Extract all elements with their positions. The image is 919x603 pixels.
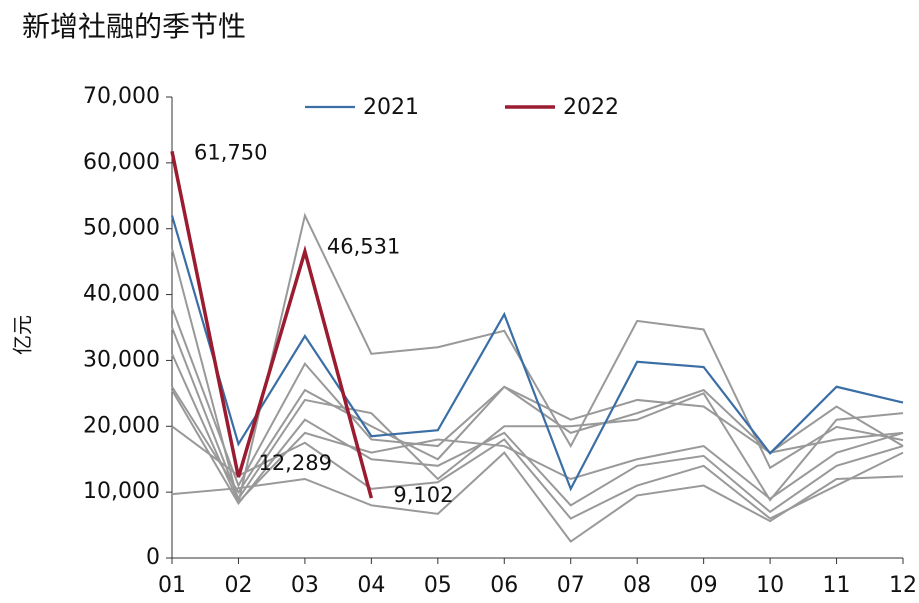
- y-tick-label: 10,000: [83, 479, 160, 504]
- y-axis-label: 亿元: [11, 315, 35, 355]
- x-tick-label: 12: [889, 573, 917, 598]
- y-tick-label: 50,000: [83, 216, 160, 241]
- x-tick-label: 02: [224, 573, 252, 598]
- series-line: [170, 150, 374, 499]
- y-tick-label: 30,000: [83, 347, 160, 372]
- chart-title: 新增社融的季节性: [22, 10, 246, 43]
- y-tick-label: 60,000: [83, 150, 160, 175]
- data-label: 12,289: [258, 451, 331, 475]
- x-tick-label: 04: [357, 573, 385, 598]
- series-line: [171, 353, 904, 504]
- x-tick-label: 06: [490, 573, 518, 598]
- x-tick-label: 08: [623, 573, 651, 598]
- x-tick-label: 11: [823, 573, 851, 598]
- x-tick-label: 10: [756, 573, 784, 598]
- x-tick-label: 03: [291, 573, 319, 598]
- y-tick-label: 20,000: [83, 413, 160, 438]
- series-line: [171, 389, 904, 514]
- y-tick-label: 0: [146, 545, 160, 570]
- series-line: [170, 215, 904, 492]
- x-tick-label: 07: [557, 573, 585, 598]
- series-line: [171, 212, 904, 503]
- y-tick-label: 40,000: [83, 282, 160, 307]
- series-line: [171, 451, 904, 543]
- x-tick-label: 01: [158, 573, 186, 598]
- series-line: [171, 385, 904, 494]
- series-line: [171, 327, 904, 502]
- data-label: 46,531: [327, 235, 400, 259]
- legend-label: 2021: [363, 95, 419, 120]
- legend-label: 2022: [563, 95, 619, 120]
- y-tick-label: 70,000: [83, 84, 160, 109]
- data-label: 61,750: [194, 140, 267, 164]
- data-label: 9,102: [393, 483, 453, 507]
- x-tick-label: 05: [424, 573, 452, 598]
- x-tick-label: 09: [690, 573, 718, 598]
